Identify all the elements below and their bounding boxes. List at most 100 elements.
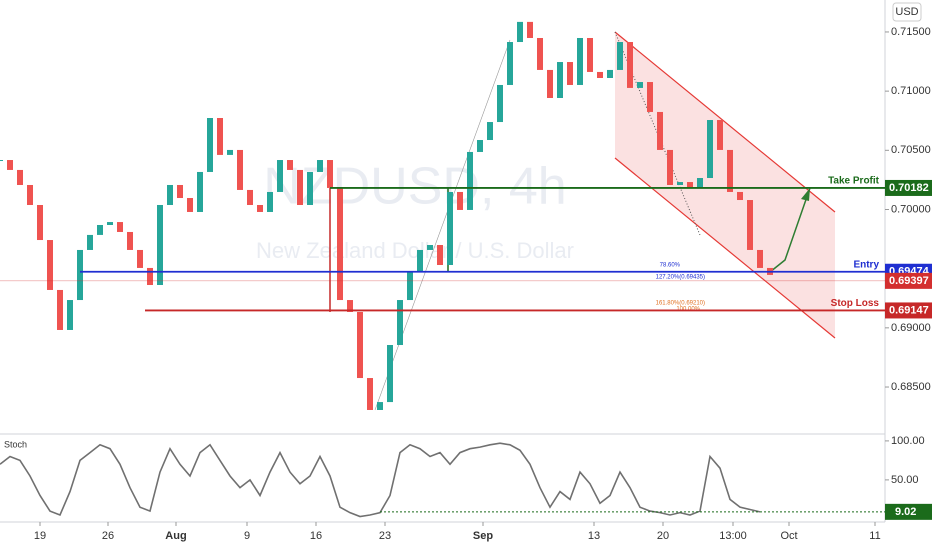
candle bbox=[497, 84, 503, 123]
candle bbox=[557, 62, 563, 98]
candle bbox=[187, 198, 193, 212]
price-label-box bbox=[885, 302, 932, 319]
candle bbox=[477, 140, 483, 152]
candle bbox=[257, 204, 263, 212]
target-arrow bbox=[769, 187, 811, 273]
level-name: Take Profit bbox=[828, 176, 880, 187]
level-name: Entry bbox=[853, 259, 879, 270]
x-tick-label: 11 bbox=[869, 530, 880, 542]
candle bbox=[287, 160, 293, 170]
candle bbox=[587, 37, 593, 72]
candle bbox=[597, 71, 603, 78]
candle bbox=[457, 191, 463, 210]
candle bbox=[337, 187, 343, 301]
x-tick-label: 13 bbox=[588, 530, 600, 542]
candle bbox=[17, 169, 23, 185]
candle bbox=[37, 204, 43, 241]
candle bbox=[447, 191, 453, 265]
candle bbox=[307, 171, 313, 205]
candle bbox=[377, 402, 383, 410]
candle bbox=[207, 118, 213, 172]
candle bbox=[627, 42, 633, 88]
candle bbox=[607, 69, 613, 78]
x-tick-label: Oct bbox=[780, 530, 797, 542]
candle bbox=[227, 149, 233, 155]
candle bbox=[697, 178, 703, 188]
y-tick-label: 0.69000 bbox=[891, 322, 931, 334]
candle bbox=[317, 160, 323, 172]
x-tick-label: Aug bbox=[165, 530, 186, 542]
candle bbox=[217, 118, 223, 155]
candle bbox=[327, 160, 333, 188]
y-tick-label: 0.68500 bbox=[891, 381, 931, 393]
price-label: 0.69397 bbox=[889, 275, 929, 287]
candle bbox=[197, 171, 203, 212]
candle bbox=[547, 69, 553, 98]
candle bbox=[237, 149, 243, 190]
candle bbox=[757, 249, 763, 268]
candle bbox=[157, 204, 163, 286]
stoch-label-box bbox=[885, 503, 932, 520]
candle bbox=[137, 249, 143, 268]
y-tick-label: 50.00 bbox=[891, 474, 919, 486]
indicator-name: Stoch bbox=[4, 439, 27, 449]
watermark-symbol: NZDUSD, 4h bbox=[263, 158, 566, 216]
candle bbox=[657, 111, 663, 150]
candle bbox=[467, 151, 473, 210]
candle bbox=[0, 160, 3, 162]
price-label-box bbox=[885, 179, 932, 196]
candle bbox=[47, 240, 53, 290]
candle bbox=[637, 82, 643, 88]
fib-label: 78.60% bbox=[660, 263, 681, 269]
candle bbox=[147, 267, 153, 286]
x-tick-label: 16 bbox=[310, 530, 322, 542]
candle bbox=[747, 200, 753, 250]
price-label-box bbox=[885, 272, 932, 289]
x-tick-label: 13:00 bbox=[719, 530, 747, 542]
candle bbox=[527, 21, 533, 38]
candle bbox=[27, 184, 33, 205]
price-label: 0.70182 bbox=[889, 182, 929, 194]
candle bbox=[487, 122, 493, 141]
candle bbox=[77, 249, 83, 301]
candle bbox=[567, 62, 573, 85]
candle bbox=[247, 189, 253, 205]
candle bbox=[277, 160, 283, 192]
candle bbox=[667, 149, 673, 185]
x-tick-label: 23 bbox=[379, 530, 391, 542]
currency: USD bbox=[895, 6, 918, 18]
watermark-name: New Zealand Dollar / U.S. Dollar bbox=[256, 238, 574, 263]
price-label: 0.69147 bbox=[889, 304, 929, 316]
candle bbox=[397, 300, 403, 346]
stoch-label: 9.02 bbox=[895, 506, 916, 518]
candle bbox=[427, 244, 433, 250]
y-tick-label: 0.71500 bbox=[891, 26, 931, 38]
candle bbox=[267, 191, 273, 212]
candle bbox=[677, 182, 683, 185]
y-tick-label: 0.70000 bbox=[891, 203, 931, 215]
x-tick-label: 26 bbox=[102, 530, 114, 542]
candle bbox=[577, 37, 583, 85]
candle bbox=[167, 184, 173, 205]
stoch-line bbox=[0, 442, 761, 518]
candle bbox=[87, 234, 93, 250]
candle bbox=[407, 271, 413, 301]
y-tick-label: 100.00 bbox=[891, 435, 925, 447]
candle bbox=[517, 21, 523, 43]
arrow-head bbox=[801, 188, 810, 201]
fib-label: 127.20%(0.69435) bbox=[656, 275, 705, 281]
channel-top bbox=[614, 31, 836, 213]
x-tick-label: 9 bbox=[244, 530, 250, 542]
candle bbox=[347, 300, 353, 312]
candle bbox=[507, 42, 513, 85]
candle bbox=[7, 160, 13, 170]
y-tick-label: 0.71000 bbox=[891, 85, 931, 97]
candle bbox=[727, 149, 733, 192]
candle bbox=[617, 42, 623, 70]
candle bbox=[687, 182, 693, 188]
candle bbox=[97, 224, 103, 235]
candle bbox=[117, 222, 123, 232]
candle bbox=[707, 120, 713, 179]
candle bbox=[357, 311, 363, 379]
